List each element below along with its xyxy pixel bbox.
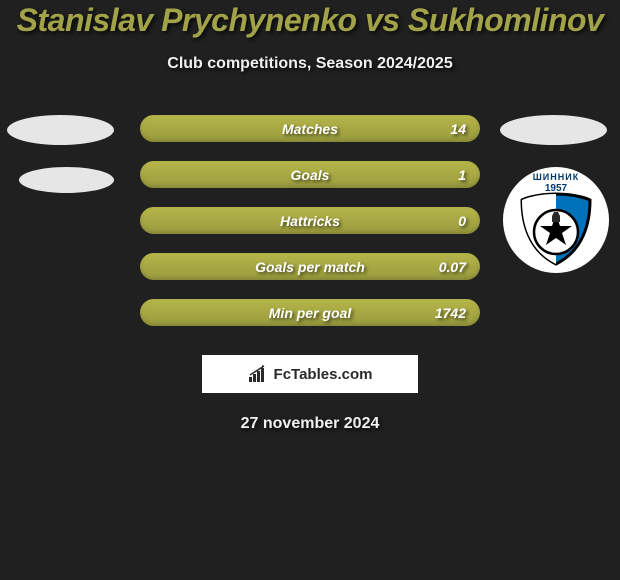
logo-placeholder: [500, 115, 607, 145]
stats-area: ШИННИК 1957 Matches 14 G: [0, 115, 620, 335]
stat-row-hattricks: Hattricks 0: [140, 207, 480, 234]
stat-row-matches: Matches 14: [140, 115, 480, 142]
fctables-watermark: FcTables.com: [202, 355, 418, 393]
stat-value: 1: [458, 167, 466, 183]
club-badge: ШИННИК 1957: [503, 167, 609, 273]
stat-value: 1742: [435, 305, 466, 321]
date-text: 27 november 2024: [0, 415, 620, 433]
stat-value: 14: [450, 121, 466, 137]
stat-row-gpm: Goals per match 0.07: [140, 253, 480, 280]
shield-icon: [514, 192, 598, 266]
stat-value: 0: [458, 213, 466, 229]
stats-bars: Matches 14 Goals 1 Hattricks 0 Goals per…: [140, 115, 480, 345]
subtitle: Club competitions, Season 2024/2025: [0, 55, 620, 73]
stat-label: Goals per match: [255, 259, 365, 275]
stat-row-goals: Goals 1: [140, 161, 480, 188]
badge-text: ШИННИК: [533, 172, 579, 182]
stat-row-mpg: Min per goal 1742: [140, 299, 480, 326]
player-right-logos: ШИННИК 1957: [503, 115, 613, 273]
page-title: Stanislav Prychynenko vs Sukhomlinov: [0, 2, 620, 39]
logo-placeholder: [19, 167, 114, 193]
player-left-logos: [7, 115, 117, 215]
stat-label: Min per goal: [269, 305, 351, 321]
stat-value: 0.07: [439, 259, 466, 275]
stat-label: Goals: [291, 167, 330, 183]
bar-chart-icon: [248, 365, 270, 383]
comparison-infographic: Stanislav Prychynenko vs Sukhomlinov Clu…: [0, 0, 620, 580]
stat-label: Matches: [282, 121, 338, 137]
logo-placeholder: [7, 115, 114, 145]
fctables-label: FcTables.com: [274, 366, 373, 383]
stat-label: Hattricks: [280, 213, 340, 229]
